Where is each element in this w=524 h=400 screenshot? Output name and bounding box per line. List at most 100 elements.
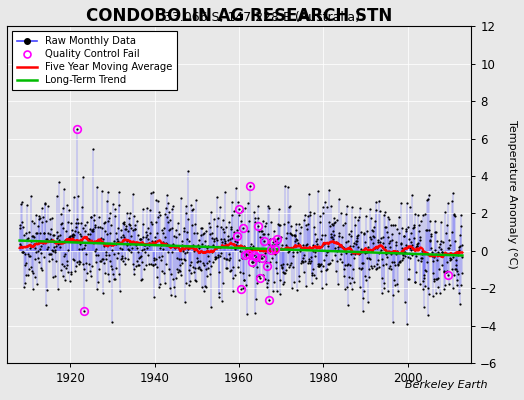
Point (329, 222, 337, 228)
Point (370, 224, 378, 230)
Point (222, 224, 231, 230)
Point (370, 217, 379, 224)
Point (408, 242, 416, 248)
Point (295, 221, 303, 228)
Point (189, 264, 197, 270)
Point (283, 260, 291, 267)
Point (288, 285, 297, 291)
Point (396, 258, 405, 264)
Point (54, 240, 62, 247)
Point (58, 205, 67, 211)
Point (310, 210, 318, 216)
Point (77, 233, 85, 239)
Point (208, 249, 216, 255)
Point (285, 247, 293, 254)
Point (152, 256, 161, 262)
Point (58, 220, 66, 226)
Point (127, 249, 135, 255)
Point (23, 202, 31, 208)
Point (224, 233, 232, 239)
Point (326, 203, 335, 209)
Point (126, 241, 135, 247)
Point (386, 238, 394, 244)
Point (247, 249, 256, 255)
Point (342, 239, 350, 246)
Point (128, 244, 136, 251)
Point (24, 272, 32, 279)
Point (66, 233, 74, 239)
Point (412, 252, 421, 259)
Point (337, 242, 346, 248)
Point (124, 246, 133, 252)
Point (158, 268, 167, 274)
Point (28, 286, 37, 292)
Point (151, 196, 160, 203)
Point (418, 255, 426, 262)
Point (177, 195, 185, 202)
Point (314, 260, 322, 267)
Point (41, 200, 49, 207)
Point (458, 270, 466, 276)
Point (409, 246, 417, 252)
Point (401, 228, 410, 234)
Point (296, 246, 304, 252)
Point (60, 263, 68, 269)
Point (245, 252, 253, 258)
Point (178, 242, 186, 248)
Point (37, 243, 45, 249)
Point (283, 184, 292, 190)
Point (71, 223, 80, 230)
Point (122, 223, 130, 229)
Point (112, 230, 121, 236)
Point (391, 262, 399, 268)
Point (106, 230, 115, 236)
Point (248, 258, 256, 265)
Point (108, 247, 117, 253)
Point (18, 224, 27, 231)
Point (149, 256, 158, 263)
Point (286, 229, 294, 236)
Point (396, 200, 405, 206)
Point (414, 228, 423, 234)
Point (191, 264, 199, 271)
Point (411, 278, 420, 285)
Point (245, 272, 254, 278)
Point (219, 216, 227, 223)
Point (431, 218, 439, 224)
Point (44, 202, 52, 209)
Point (165, 209, 173, 216)
Point (64, 234, 73, 240)
Point (71, 268, 79, 275)
Point (121, 226, 129, 232)
Point (83, 270, 92, 276)
Point (87, 273, 95, 280)
Point (281, 182, 289, 189)
Point (103, 230, 112, 237)
Point (402, 226, 411, 232)
Point (298, 258, 307, 264)
Point (253, 264, 261, 271)
Point (293, 287, 301, 294)
Point (179, 246, 187, 252)
Point (94, 252, 103, 258)
Point (46, 216, 54, 222)
Point (104, 189, 113, 195)
Point (53, 193, 61, 199)
Point (388, 259, 396, 265)
Point (21, 260, 30, 266)
Point (157, 241, 166, 248)
Point (368, 232, 377, 239)
Point (136, 254, 145, 260)
Point (143, 232, 151, 238)
Point (111, 276, 119, 282)
Point (392, 251, 400, 258)
Point (374, 239, 382, 246)
Point (151, 238, 159, 245)
Point (192, 197, 200, 203)
Point (146, 206, 155, 213)
Point (170, 233, 179, 240)
Point (346, 280, 354, 286)
Point (389, 319, 397, 326)
Point (427, 230, 435, 237)
Point (312, 243, 321, 250)
